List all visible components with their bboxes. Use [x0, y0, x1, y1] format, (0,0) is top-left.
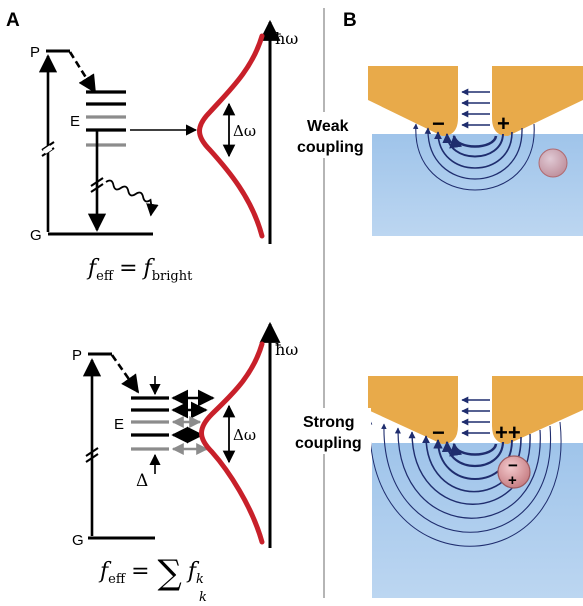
level-g-label: G	[72, 532, 84, 549]
strong-plus-charges: ++	[495, 420, 521, 445]
strong-minus-charge: −	[432, 420, 445, 445]
strong-label-line2: coupling	[295, 435, 362, 452]
emitter-particle	[538, 148, 568, 178]
left-gold-tip	[368, 66, 458, 136]
emitter-plus: +	[508, 472, 517, 489]
left-gold-tip	[368, 376, 458, 444]
weak-label-backdrop	[297, 112, 371, 158]
gap-field-arrows	[461, 88, 490, 129]
sum-index: k	[199, 590, 207, 605]
panel-a-letter: A	[6, 10, 20, 31]
fringing-field-lines	[412, 123, 535, 191]
linewidth-label: Δω	[233, 122, 256, 140]
nonradiative-decay-arrow	[110, 354, 140, 394]
level-e-label: E	[114, 416, 124, 433]
axis-break-gap	[43, 145, 53, 154]
right-gold-tip	[492, 376, 583, 444]
formula-top: feff = fbright	[86, 256, 193, 284]
energy-axis-label: ħω	[275, 340, 298, 359]
plasmon-lineshape	[199, 341, 265, 545]
weak-label-line2: coupling	[297, 139, 364, 156]
axis-break-mark	[85, 447, 99, 463]
plasmon-lineshape	[197, 33, 265, 239]
top-energy-diagram: P G E ħω Δω	[30, 19, 298, 284]
panel-b-letter: B	[343, 10, 357, 31]
weak-plus-charge: +	[497, 111, 510, 136]
right-gold-tip	[492, 66, 583, 136]
gap-field-arrows	[461, 396, 490, 437]
strong-label-line1: Strong	[303, 414, 355, 431]
weak-minus-charge: −	[432, 111, 445, 136]
level-p-label: P	[30, 44, 40, 61]
level-g-label: G	[30, 227, 42, 244]
fringing-field-lines	[367, 419, 562, 547]
nonradiative-decay-arrow	[68, 51, 97, 94]
emitter-minus: −	[508, 456, 518, 475]
weak-coupling-scene: − + Weak coupling	[297, 66, 583, 236]
formula-bottom: feff = ∑ fk	[98, 553, 204, 593]
strong-coupling-scene: − ++ − + Strong coupling	[295, 376, 583, 598]
splitting-label: Δ	[136, 471, 148, 491]
emission-break-mark	[90, 177, 104, 193]
strong-label-backdrop	[295, 408, 371, 454]
emitter-particle	[497, 455, 531, 489]
level-p-label: P	[72, 347, 82, 364]
bottom-energy-diagram: P G E Δ ħω Δω feff = ∑ fk k	[72, 321, 298, 605]
linewidth-label: Δω	[233, 426, 256, 444]
weak-label-line1: Weak	[307, 118, 349, 135]
energy-axis-label: ħω	[275, 29, 298, 48]
level-e-label: E	[70, 113, 80, 130]
emitted-photon-icon	[105, 179, 159, 217]
